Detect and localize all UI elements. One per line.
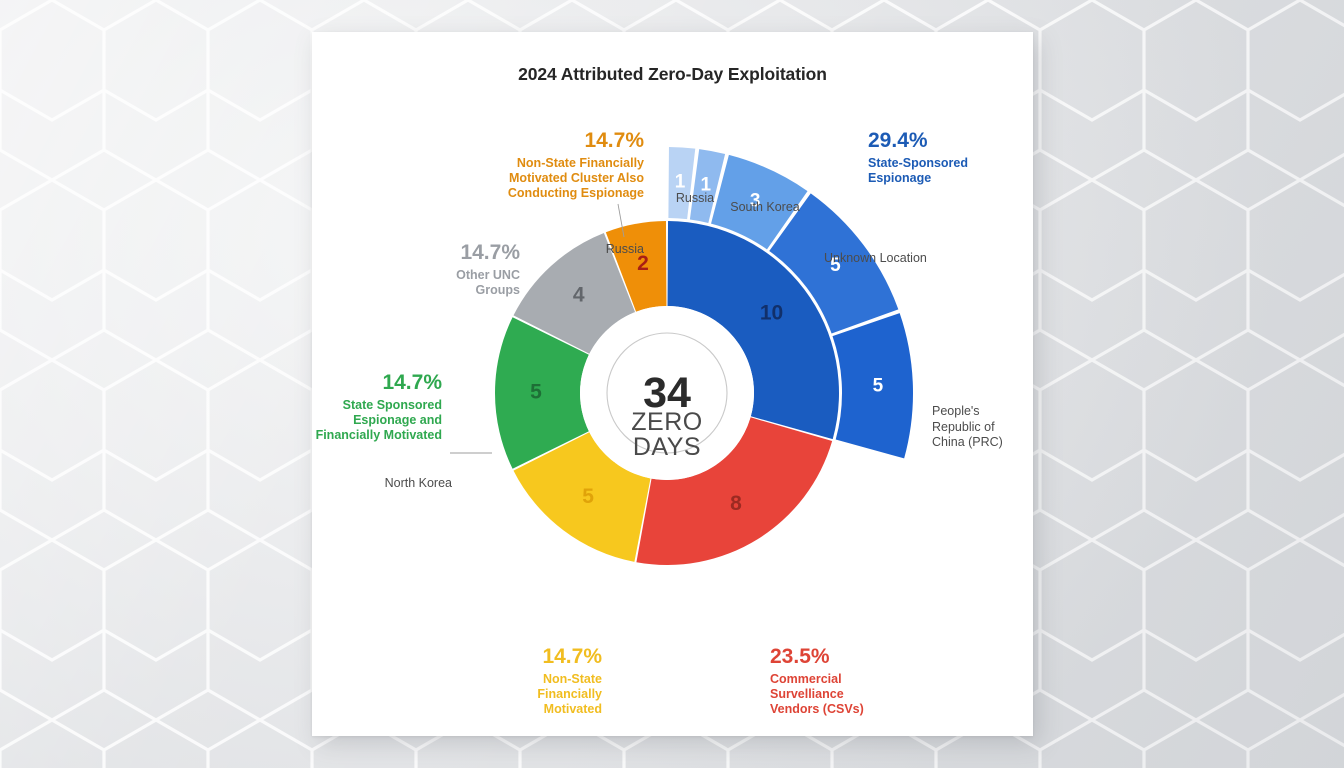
pct-value: 14.7%: [460, 241, 520, 264]
label-non-state-financially-motivated: 14.7% Non-State Financially Motivated: [490, 644, 602, 717]
callout-unknown-location-outer: Unknown Location: [824, 251, 927, 265]
inner-value-non-state-financial: 5: [582, 485, 594, 508]
inner-segment-0[interactable]: [667, 221, 839, 440]
inner-segment-2[interactable]: [513, 432, 651, 562]
outer-value-russia: 1: [675, 171, 686, 192]
inner-segment-1[interactable]: [636, 417, 833, 565]
inner-segment-3[interactable]: [495, 317, 589, 469]
inner-value-other-unc: 4: [573, 284, 585, 307]
inner-ring: [495, 221, 839, 565]
center-hub-circle: [606, 332, 728, 454]
callout-connectors: [450, 203, 625, 454]
pct-desc: Non-State Financially Motivated: [537, 671, 602, 717]
callout-south-korea-outer: South Korea: [730, 200, 800, 214]
label-state-sponsored-and-financial: 14.7% State Sponsored Espionage and Fina…: [314, 370, 442, 443]
pct-value: 23.5%: [770, 645, 830, 668]
pct-value: 14.7%: [584, 129, 644, 152]
pct-desc: Commercial Survelliance Vendors (CSVs): [770, 671, 864, 717]
label-non-state-cluster-espionage: 14.7% Non-State Financially Motivated Cl…: [494, 128, 644, 201]
outer-segment-0[interactable]: [668, 147, 696, 220]
outer-value-unknown-location: 3: [750, 190, 761, 211]
outer-segment-2[interactable]: [711, 154, 808, 250]
label-other-unc-groups: 14.7% Other UNC Groups: [430, 240, 520, 298]
pct-desc: State Sponsored Espionage and Financiall…: [315, 397, 442, 443]
inner-segment-5[interactable]: [605, 221, 667, 312]
chart-card: 2024 Attributed Zero-Day Exploitation: [312, 32, 1033, 736]
callout-prc-outer: People's Republic of China (PRC): [932, 404, 1003, 450]
pct-desc: Non-State Financially Motivated Cluster …: [507, 155, 644, 201]
label-state-sponsored-espionage: 29.4% State-Sponsored Espionage: [868, 128, 1048, 186]
outer-value-south-korea: 1: [700, 175, 711, 196]
inner-value-csv: 8: [730, 492, 742, 515]
total-zero-label-line1: ZERO: [631, 408, 702, 436]
outer-value-prc-upper: 5: [830, 255, 841, 276]
pct-value: 14.7%: [542, 645, 602, 668]
inner-value-state-sponsored-espionage: 10: [760, 302, 783, 325]
page-title: 2024 Attributed Zero-Day Exploitation: [518, 64, 827, 84]
donut-chart-svg: 34 ZERO DAYS 10 8 5 5 4 2 1 1 3 5 5: [450, 147, 913, 565]
inner-value-non-state-cluster: 2: [637, 252, 649, 275]
pct-desc: Other UNC Groups: [456, 267, 520, 297]
outer-segment-4[interactable]: [832, 313, 913, 459]
donut-chart: 34 ZERO DAYS 10 8 5 5 4 2 1 1 3 5 5 14.7…: [312, 32, 1033, 736]
pct-desc: State-Sponsored Espionage: [868, 155, 969, 185]
outer-segment-3[interactable]: [769, 193, 899, 334]
pct-value: 14.7%: [382, 371, 442, 394]
label-csv: 23.5% Commercial Survelliance Vendors (C…: [770, 644, 940, 717]
callout-russia-outer: Russia: [675, 191, 715, 205]
inner-value-state-and-financial: 5: [530, 381, 542, 404]
outer-value-prc-lower: 5: [873, 376, 884, 397]
inner-segment-4[interactable]: [513, 232, 636, 354]
total-zero-label-line2: DAYS: [633, 433, 701, 461]
total-zero-days-number: 34: [643, 369, 691, 417]
callout-russia-orange: Russia: [605, 242, 644, 256]
outer-segment-1[interactable]: [689, 149, 726, 223]
pct-value: 29.4%: [868, 129, 928, 152]
outer-ring: [668, 147, 913, 459]
callout-north-korea: North Korea: [384, 476, 452, 490]
